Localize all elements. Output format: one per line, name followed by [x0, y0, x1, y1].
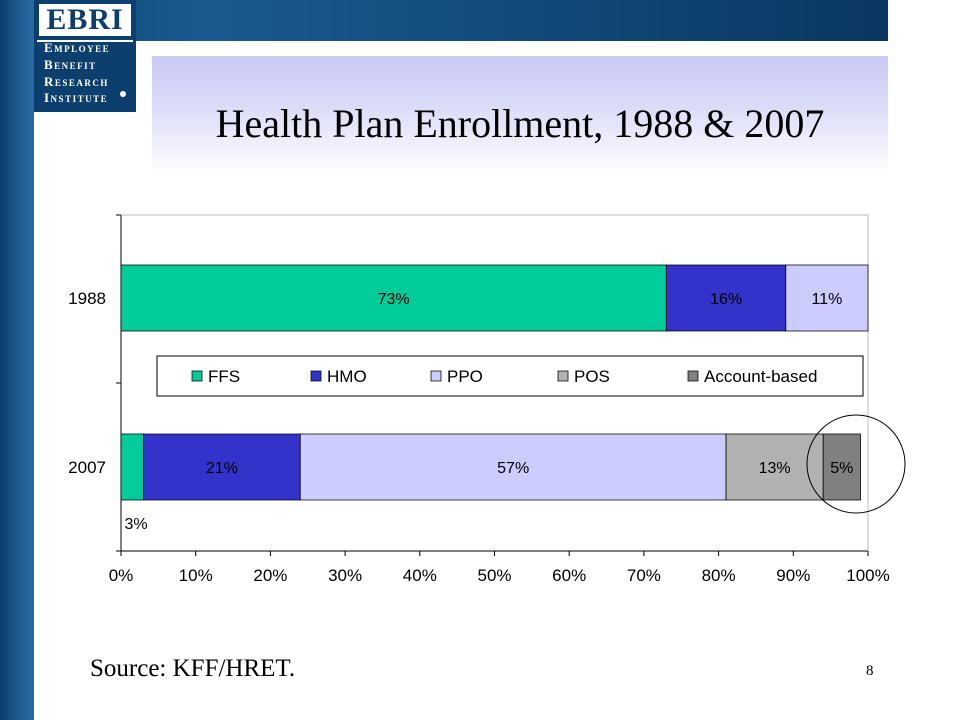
left-accent-bar — [0, 0, 34, 720]
logo-line-research: Research — [44, 74, 109, 89]
bar-segment — [299, 433, 727, 501]
legend-swatch — [687, 370, 699, 382]
legend-label: FFS — [208, 367, 240, 386]
legend-swatch — [557, 370, 569, 382]
x-tick-label: 100% — [846, 566, 889, 585]
legend-label: POS — [574, 367, 610, 386]
x-tick-label: 20% — [253, 566, 287, 585]
source-note: Source: KFF/HRET. — [90, 655, 296, 682]
bar-segment — [143, 433, 301, 501]
slide-number: 8 — [866, 663, 874, 679]
logo-rule — [37, 40, 133, 42]
x-tick-label: 60% — [552, 566, 586, 585]
bar-data-label: 3% — [124, 516, 147, 533]
category-label: 1988 — [68, 289, 106, 308]
legend-label: HMO — [327, 367, 367, 386]
x-tick-label: 40% — [403, 566, 437, 585]
bar-segment — [822, 433, 861, 501]
bar-data-label: 57% — [497, 460, 529, 477]
category-label: 2007 — [68, 458, 106, 477]
bar-data-label: 73% — [378, 291, 410, 308]
x-tick-label: 0% — [109, 566, 134, 585]
bar-segment — [665, 264, 787, 332]
logo-registered-mark — [120, 91, 126, 97]
legend-label: Account-based — [704, 367, 817, 386]
x-tick-label: 10% — [179, 566, 213, 585]
bar-data-label: 13% — [759, 460, 791, 477]
bar-data-label: 11% — [811, 291, 842, 308]
legend-swatch — [430, 370, 442, 382]
legend-label: PPO — [447, 367, 483, 386]
bar-data-label: 21% — [206, 460, 238, 477]
title-band — [152, 56, 888, 172]
x-tick-label: 90% — [776, 566, 810, 585]
bar-segment — [120, 264, 667, 332]
bar-data-label: 5% — [830, 460, 853, 477]
bar-segment — [120, 433, 144, 501]
logo-line-employee: Employee — [44, 40, 111, 55]
x-tick-label: 30% — [328, 566, 362, 585]
legend-box — [156, 355, 864, 397]
legend-swatch — [310, 370, 322, 382]
logo-line-institute: Institute — [44, 90, 109, 105]
page-title: Health Plan Enrollment, 1988 & 2007 — [215, 101, 825, 146]
bar-segment — [785, 264, 869, 332]
bar-data-label: 16% — [710, 291, 742, 308]
logo-line-benefit: Benefit — [44, 57, 97, 72]
highlight-circle — [806, 414, 906, 514]
x-tick-label: 50% — [477, 566, 511, 585]
x-tick-label: 80% — [702, 566, 736, 585]
legend-swatch — [191, 370, 203, 382]
top-accent-bar — [34, 0, 888, 41]
x-tick-label: 70% — [627, 566, 661, 585]
logo-acronym: EBRI — [39, 4, 131, 36]
ebri-logo: EBRI Employee Benefit Research Institute — [34, 0, 136, 112]
